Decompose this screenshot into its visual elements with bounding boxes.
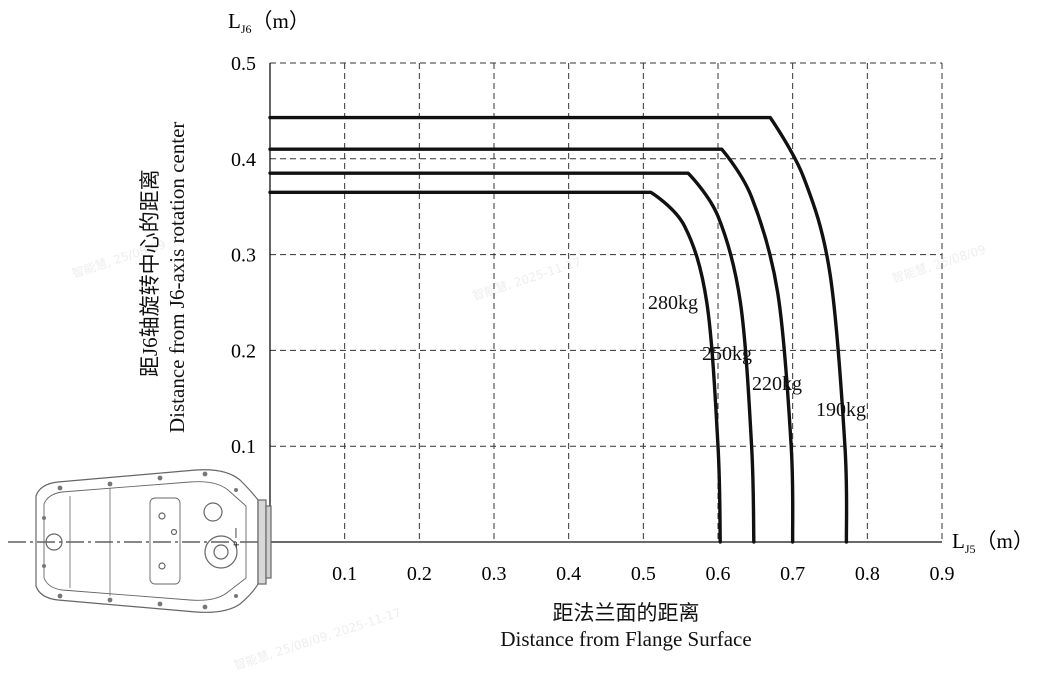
y-tick-label: 0.2 [231,340,256,362]
x-tick-label: 0.4 [556,563,581,585]
y-tick-label: 0.4 [231,149,256,171]
curve-label-280kg: 280kg [648,292,698,314]
y-tick-label: 0.5 [231,53,256,75]
x-tick-label: 0.6 [706,563,731,585]
chart-canvas: + 一 0.10.20.30.40.5 0.1 0.2 0.3 0.4 0.5 0.6 0.… [8,9,1034,613]
x-tick-label: 0.9 [930,563,955,585]
robot-wrist-bolts [42,471,238,610]
y-tick-label: 0.1 [231,436,256,458]
x-tick-label: 0.7 [780,563,805,585]
wrist-marker-text: + 一 [231,528,243,548]
y-axis-title: LJ6（m） [228,9,310,36]
curve-label-220kg: 220kg [752,373,802,395]
x-label-en: Distance from Flange Surface [500,627,752,651]
y-tick-labels: 0.1 0.2 0.3 0.4 0.5 [231,53,256,458]
curve-190kg [268,115,849,544]
y-label-cn: 距J6轴旋转中心的距离 [138,169,162,377]
x-tick-label: 0.3 [482,563,507,585]
x-tick-label: 0.1 [332,563,357,585]
curve-label-190kg: 190kg [816,399,866,421]
x-tick-label: 0.8 [855,563,880,585]
curve-220kg [268,147,795,544]
curve-label-250kg: 250kg [702,343,752,365]
y-tick-label: 0.3 [231,245,256,267]
load-curves [268,115,849,544]
x-label-cn: 距法兰面的距离 [552,601,700,625]
curve-250kg [268,171,756,544]
robot-wrist-sketch [35,469,272,613]
chart-grid [270,62,943,542]
x-tick-labels: 0.1 0.2 0.3 0.4 0.5 0.6 0.7 0.8 0.9 [332,563,954,585]
x-tick-label: 0.2 [407,563,432,585]
curve-280kg [268,190,722,544]
x-axis-title: LJ5（m） [952,529,1034,556]
y-label-en: Distance from J6-axis rotation center [165,121,189,433]
x-tick-label: 0.5 [631,563,656,585]
